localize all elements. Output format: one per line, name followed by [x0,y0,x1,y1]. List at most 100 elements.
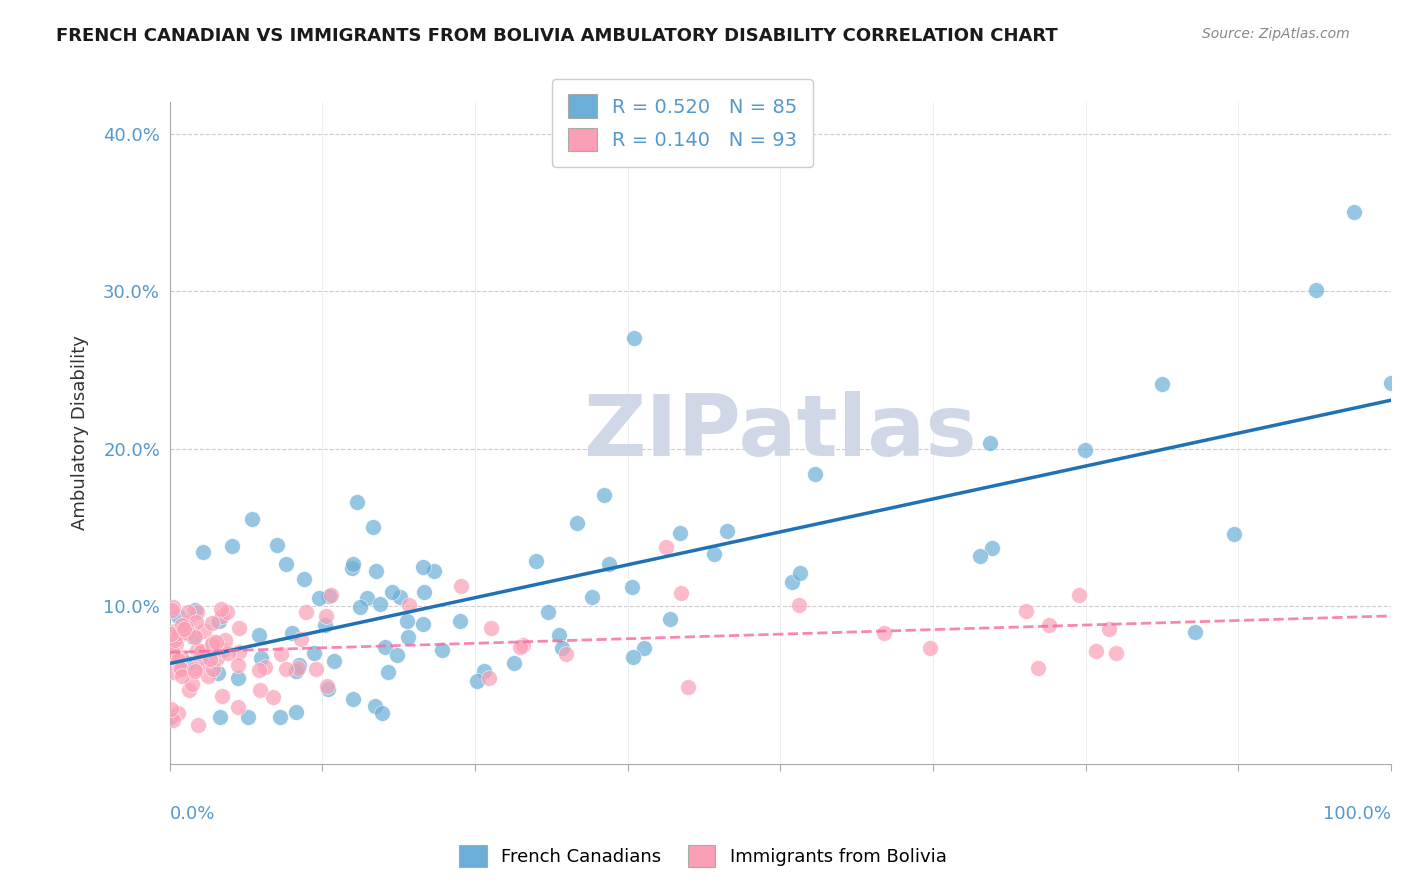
Point [180,677,202,691]
Point [162,665,184,679]
Point [1098,622,1121,636]
Point [167,706,190,720]
Point [1015,604,1038,618]
Point [465,673,488,688]
Point [211,608,233,623]
Point [621,650,644,665]
Point [1074,442,1097,457]
Point [160,634,183,648]
Point [228,621,250,635]
Point [295,605,318,619]
Point [655,541,678,555]
Point [193,624,215,638]
Point [226,700,249,714]
Point [368,598,391,612]
Point [188,650,211,665]
Point [172,617,194,632]
Point [212,643,235,657]
Text: Source: ZipAtlas.com: Source: ZipAtlas.com [1202,27,1350,41]
Point [170,669,193,683]
Y-axis label: Ambulatory Disability: Ambulatory Disability [72,335,89,531]
Point [162,646,184,660]
Point [204,635,226,649]
Point [167,626,190,640]
Point [318,590,340,604]
Point [980,541,1002,555]
Point [253,660,276,674]
Point [395,614,418,628]
Point [633,641,655,656]
Point [170,650,193,665]
Text: FRENCH CANADIAN VS IMMIGRANTS FROM BOLIVIA AMBULATORY DISABILITY CORRELATION CHA: FRENCH CANADIAN VS IMMIGRANTS FROM BOLIV… [56,27,1057,45]
Point [202,662,225,676]
Point [364,564,387,578]
Point [201,637,224,651]
Point [659,611,682,625]
Point [364,699,387,714]
Point [162,713,184,727]
Point [315,618,337,632]
Point [385,648,408,663]
Text: ZIPatlas: ZIPatlas [583,392,977,475]
Point [160,702,183,716]
Point [346,495,368,509]
Point [285,705,308,719]
Point [780,574,803,589]
Point [472,664,495,678]
Point [349,599,371,614]
Point [509,640,531,654]
Legend: French Canadians, Immigrants from Bolivia: French Canadians, Immigrants from Bolivi… [453,838,953,874]
Point [676,680,699,694]
Point [194,648,217,663]
Point [969,549,991,564]
Point [554,647,576,661]
Point [209,709,232,723]
Point [308,591,330,606]
Point [269,709,291,723]
Point [250,651,273,665]
Point [181,630,204,644]
Point [377,665,399,679]
Point [226,671,249,685]
Point [1105,646,1128,660]
Point [620,580,643,594]
Point [502,656,524,670]
Point [1085,644,1108,658]
Text: 0.0%: 0.0% [170,805,215,823]
Point [186,606,208,620]
Point [187,718,209,732]
Point [551,641,574,656]
Point [170,662,193,676]
Point [396,630,419,644]
Point [449,615,471,629]
Point [266,538,288,552]
Point [201,615,224,630]
Point [381,585,404,599]
Point [302,646,325,660]
Point [249,683,271,698]
Point [186,615,208,629]
Point [221,539,243,553]
Point [716,524,738,539]
Point [593,488,616,502]
Point [1150,377,1173,392]
Point [186,642,208,657]
Point [423,564,446,578]
Point [479,621,502,635]
Point [236,709,259,723]
Point [191,544,214,558]
Text: 100.0%: 100.0% [1323,805,1391,823]
Point [160,602,183,616]
Point [183,630,205,644]
Point [873,625,896,640]
Point [1222,527,1244,541]
Point [274,662,297,676]
Point [512,638,534,652]
Point [450,579,472,593]
Point [173,622,195,636]
Point [918,640,941,655]
Point [285,664,308,678]
Point [211,689,233,703]
Point [787,599,810,613]
Point [169,661,191,675]
